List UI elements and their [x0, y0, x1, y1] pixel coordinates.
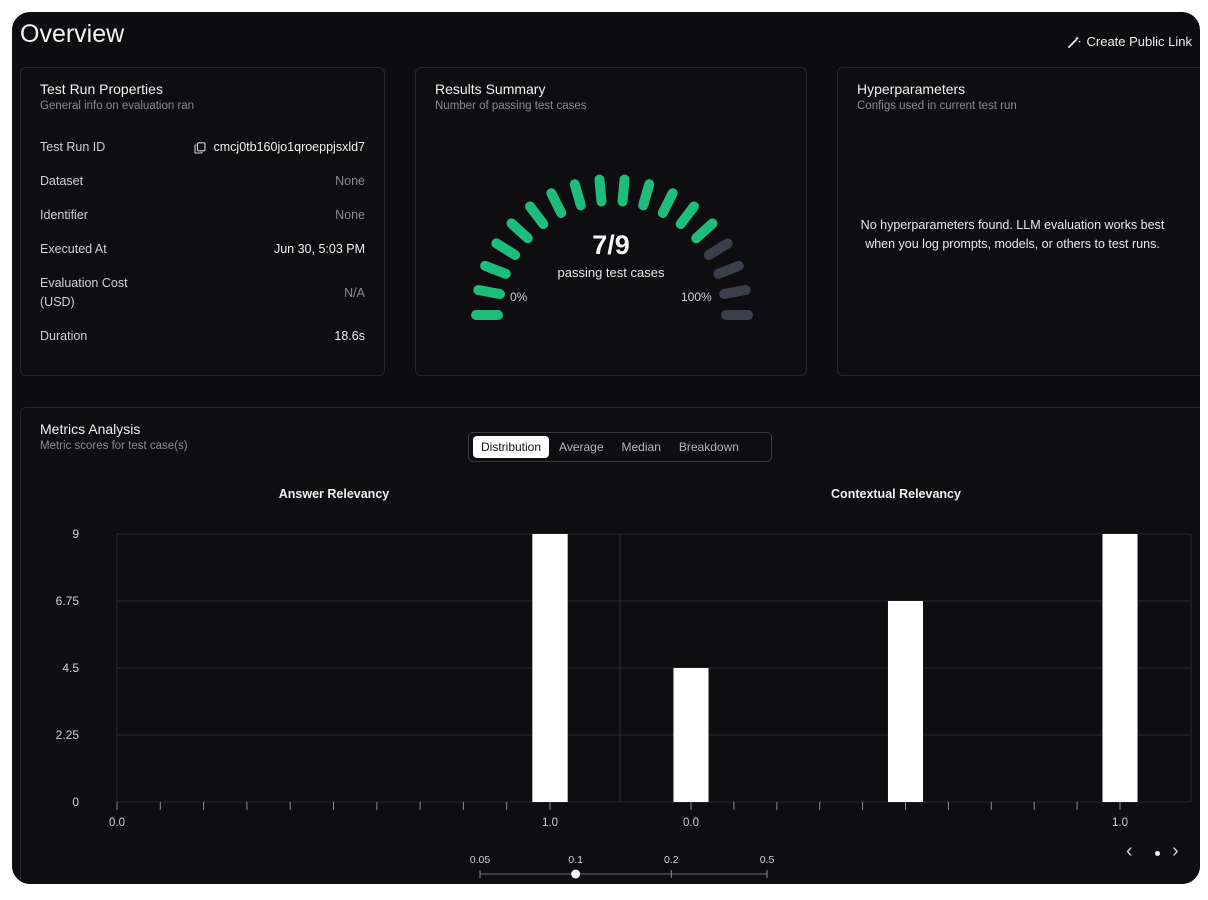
property-row-dataset: Dataset None [40, 172, 365, 191]
gauge-segment [594, 174, 607, 207]
property-row-duration: Duration 18.6s [40, 327, 365, 346]
x-tick-label: 0.0 [683, 817, 699, 829]
gauge-segment [617, 174, 630, 207]
test-run-id-value: cmcj0tb160jo1qroeppjsxld7 [213, 140, 365, 154]
x-tick-label: 0.0 [109, 817, 125, 829]
gauge-segment [691, 218, 718, 244]
x-tick-label: 1.0 [542, 817, 558, 829]
property-label: Evaluation Cost (USD) [40, 276, 128, 309]
y-tick-label: 0 [72, 795, 79, 809]
hyperparameters-card: Hyperparameters Configs used in current … [837, 67, 1200, 376]
tab-distribution[interactable]: Distribution [473, 436, 550, 458]
identifier-value: None [335, 208, 365, 222]
gauge-segment [473, 285, 505, 300]
tab-average[interactable]: Average [559, 440, 604, 454]
slider-handle[interactable] [571, 869, 581, 879]
histogram-bar[interactable] [1102, 534, 1138, 802]
property-label: Test Run ID [40, 140, 106, 154]
executed-at-value: Jun 30, 5:03 PM [273, 242, 365, 256]
gauge-segment [657, 188, 678, 218]
chevron-left-icon[interactable]: ‹ [1126, 840, 1133, 862]
y-tick-label: 9 [72, 527, 79, 541]
y-tick-label: 4.5 [62, 661, 79, 675]
property-label: Executed At [40, 242, 107, 256]
chart-title-contextual-relevancy: Contextual Relevancy [831, 487, 961, 501]
card-title: Hyperparameters [857, 81, 966, 97]
y-tick-label: 6.75 [56, 594, 80, 608]
gauge-segment [506, 218, 533, 244]
chart-title-answer-relevancy: Answer Relevancy [278, 487, 390, 501]
gauge-score: 7/9 [592, 230, 630, 260]
property-row-evaluation-cost: Evaluation Cost (USD) N/A [40, 274, 365, 312]
results-summary-card: Results Summary Number of passing test c… [415, 67, 807, 376]
property-label: Dataset [40, 174, 84, 188]
property-label: Identifier [40, 208, 88, 222]
distribution-chart: 0 2.25 4.5 6.75 9 0.0 1.0 0.0 1.0 [56, 527, 1192, 829]
evaluation-cost-value: N/A [344, 285, 365, 300]
card-title: Results Summary [435, 81, 546, 97]
overview-panel: Overview Create Public Link Test Run Pro… [12, 12, 1200, 884]
tab-median[interactable]: Median [621, 440, 661, 454]
slider-option-label[interactable]: 0.05 [470, 854, 491, 866]
slider-option-label[interactable]: 0.5 [760, 854, 775, 866]
card-title: Test Run Properties [40, 81, 163, 97]
gauge-segment [546, 188, 567, 218]
slider-option-label[interactable]: 0.2 [664, 854, 679, 866]
histogram-bar[interactable] [887, 601, 924, 802]
gauge-segment [525, 201, 549, 230]
gauge-segment [675, 201, 699, 230]
gauge-segment [491, 238, 521, 260]
property-label: Duration [40, 329, 88, 343]
gauge-segment [703, 238, 733, 260]
gauge-score-label: passing test cases [557, 265, 665, 280]
bin-size-slider[interactable]: 0.05 0.1 0.2 0.5 [461, 851, 781, 884]
pager-dot[interactable] [1155, 851, 1160, 856]
card-subtitle: Number of passing test cases [435, 100, 587, 112]
y-tick-label: 2.25 [56, 728, 80, 742]
hyperparameters-empty-message: No hyperparameters found. LLM evaluation… [860, 218, 1165, 251]
gauge-segment [638, 179, 655, 211]
metrics-analysis-card: Metrics Analysis Metric scores for test … [20, 407, 1200, 884]
gauge-segment [480, 260, 511, 279]
chevron-right-icon[interactable]: › [1172, 840, 1179, 862]
slider-option-label[interactable]: 0.1 [568, 854, 583, 866]
x-tick-label: 1.0 [1112, 817, 1128, 829]
test-run-properties-card: Test Run Properties General info on eval… [20, 67, 385, 376]
gauge-max-label: 100% [681, 290, 712, 304]
metrics-view-tabs: Distribution Average Median Breakdown [468, 432, 772, 462]
histogram-bar[interactable] [532, 534, 568, 802]
gauge-segment [713, 260, 744, 279]
create-public-link-button[interactable]: Create Public Link [1067, 34, 1193, 49]
copy-icon[interactable] [193, 141, 206, 154]
gauge-segment [719, 285, 751, 300]
card-title: Metrics Analysis [40, 421, 141, 437]
card-subtitle: General info on evaluation ran [40, 100, 195, 112]
property-row-executed-at: Executed At Jun 30, 5:03 PM [40, 240, 365, 259]
gauge-segment [569, 179, 586, 211]
page-title: Overview [20, 20, 125, 48]
histogram-bar[interactable] [673, 668, 709, 802]
property-row-identifier: Identifier None [40, 206, 365, 225]
magic-wand-icon [1067, 35, 1080, 48]
dataset-value: None [335, 174, 365, 188]
create-public-link-label: Create Public Link [1086, 34, 1193, 49]
card-subtitle: Metric scores for test case(s) [40, 440, 188, 452]
property-row-test-run-id: Test Run ID cmcj0tb160jo1qroeppjsxld7 [40, 138, 365, 157]
gauge-min-label: 0% [510, 290, 528, 304]
tab-breakdown[interactable]: Breakdown [678, 440, 739, 454]
passing-gauge [471, 174, 753, 320]
card-subtitle: Configs used in current test run [857, 100, 1017, 112]
duration-value: 18.6s [334, 329, 365, 343]
